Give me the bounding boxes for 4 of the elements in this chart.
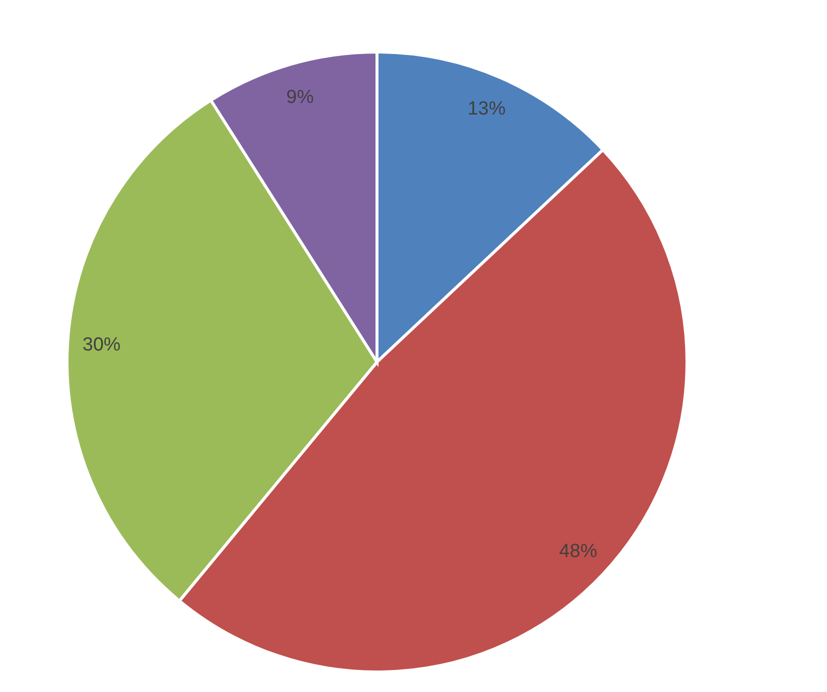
data-label: 13% — [468, 98, 506, 120]
data-label: 9% — [286, 86, 314, 108]
data-label: 48% — [559, 540, 598, 562]
data-label: 30% — [82, 334, 121, 356]
